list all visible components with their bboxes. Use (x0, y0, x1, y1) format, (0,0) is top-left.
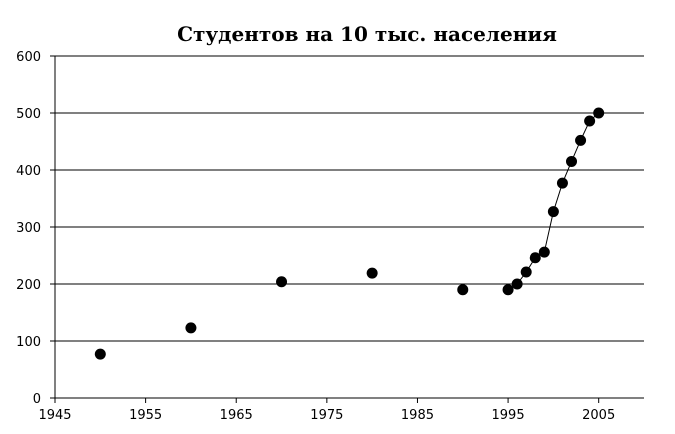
chart-title: Студентов на 10 тыс. населения (177, 22, 557, 46)
data-point-1997 (520, 266, 532, 278)
data-point-2005 (593, 107, 605, 119)
data-points (94, 107, 605, 360)
y-tick-label-400: 400 (16, 164, 41, 179)
y-tick-label-200: 200 (16, 278, 41, 293)
data-point-1950 (94, 348, 106, 360)
x-tick-label-1965: 1965 (220, 408, 253, 423)
gridlines (55, 55, 644, 342)
x-tick-label-1955: 1955 (129, 408, 162, 423)
x-tick-label-1975: 1975 (310, 408, 343, 423)
y-tick-label-600: 600 (16, 50, 41, 65)
y-tick-label-300: 300 (16, 221, 41, 236)
data-point-1960 (185, 322, 197, 334)
data-point-2002 (566, 155, 578, 167)
x-tick-label-1985: 1985 (401, 408, 434, 423)
data-point-2001 (556, 177, 568, 189)
data-point-2003 (575, 134, 587, 146)
data-point-1995 (502, 284, 514, 296)
y-axis-ticks: 0 100 200 300 400 500 600 (16, 50, 55, 407)
data-point-1996 (511, 278, 523, 290)
x-axis-ticks: 1945 1955 1965 1975 1985 1995 2005 (38, 398, 615, 423)
data-point-1980 (366, 267, 378, 279)
y-tick-label-0: 0 (33, 392, 41, 407)
data-point-1970 (276, 276, 288, 288)
data-point-2004 (584, 115, 596, 127)
y-tick-label-500: 500 (16, 107, 41, 122)
data-point-1999 (538, 246, 550, 258)
y-tick-label-100: 100 (16, 335, 41, 350)
x-tick-label-2005: 2005 (582, 408, 615, 423)
data-point-1990 (457, 284, 469, 296)
data-point-2000 (547, 206, 559, 218)
x-tick-label-1995: 1995 (492, 408, 525, 423)
data-point-1998 (529, 252, 541, 264)
x-tick-label-1945: 1945 (38, 408, 71, 423)
